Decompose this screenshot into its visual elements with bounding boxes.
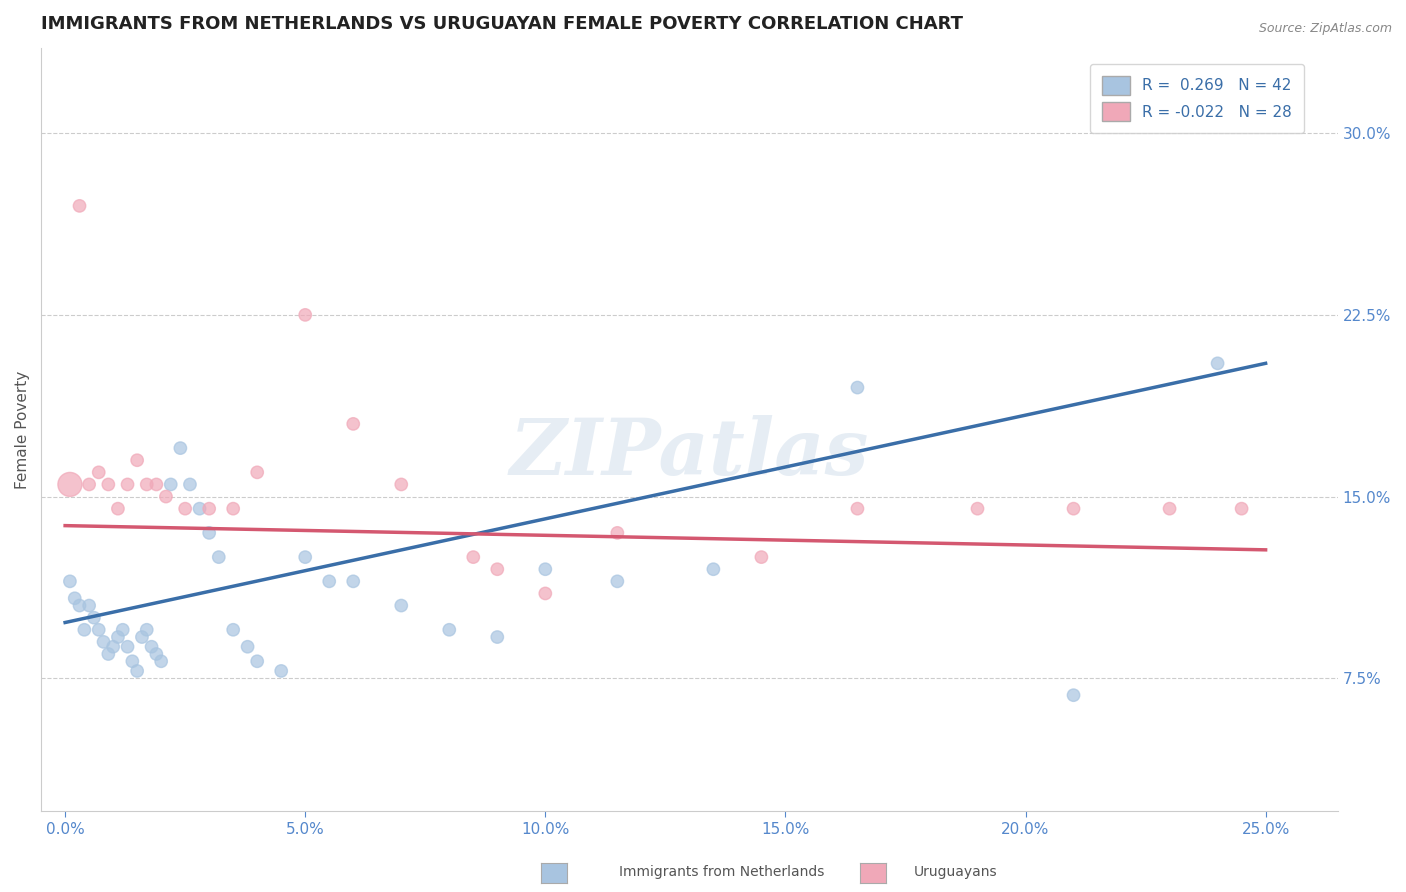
Text: ZIPatlas: ZIPatlas <box>510 415 869 491</box>
Point <box>93 635 115 649</box>
Text: Source: ZipAtlas.com: Source: ZipAtlas.com <box>1258 22 1392 36</box>
Point <box>318 574 340 589</box>
Point <box>87 466 110 480</box>
Point <box>246 466 269 480</box>
Point <box>606 525 628 540</box>
Point <box>188 501 211 516</box>
Point <box>101 640 124 654</box>
Point <box>179 477 201 491</box>
Point <box>208 550 231 565</box>
Point <box>159 477 181 491</box>
Point <box>389 477 412 491</box>
Point <box>97 477 120 491</box>
Point <box>486 630 509 644</box>
Point <box>222 501 245 516</box>
Point <box>294 550 316 565</box>
Point <box>1063 501 1085 516</box>
Point <box>246 654 269 668</box>
Point <box>63 591 86 606</box>
Point <box>169 441 191 455</box>
Point <box>135 623 157 637</box>
Point <box>145 477 167 491</box>
Point <box>83 610 105 624</box>
Point <box>222 623 245 637</box>
Point <box>107 501 129 516</box>
Point <box>702 562 724 576</box>
Point <box>73 623 96 637</box>
Point <box>127 664 149 678</box>
Text: Immigrants from Netherlands: Immigrants from Netherlands <box>619 865 824 880</box>
Point <box>198 501 221 516</box>
Text: Uruguayans: Uruguayans <box>914 865 997 880</box>
Point <box>846 380 869 394</box>
Point <box>77 599 100 613</box>
Point <box>1206 356 1229 370</box>
Point <box>77 477 100 491</box>
Point <box>342 417 364 431</box>
Point <box>606 574 628 589</box>
Point <box>198 525 221 540</box>
Point <box>389 599 412 613</box>
Point <box>966 501 988 516</box>
Point <box>174 501 197 516</box>
Point <box>117 477 139 491</box>
Point <box>117 640 139 654</box>
Point <box>439 623 461 637</box>
Point <box>486 562 509 576</box>
Point <box>69 599 91 613</box>
Point <box>751 550 773 565</box>
Point <box>534 586 557 600</box>
Legend: R =  0.269   N = 42, R = -0.022   N = 28: R = 0.269 N = 42, R = -0.022 N = 28 <box>1090 63 1305 133</box>
Point <box>1159 501 1181 516</box>
Point <box>236 640 259 654</box>
Point <box>135 477 157 491</box>
Point <box>59 574 82 589</box>
Point <box>294 308 316 322</box>
Point <box>127 453 149 467</box>
Point <box>342 574 364 589</box>
Point <box>141 640 163 654</box>
Point <box>150 654 173 668</box>
Point <box>1230 501 1253 516</box>
Text: IMMIGRANTS FROM NETHERLANDS VS URUGUAYAN FEMALE POVERTY CORRELATION CHART: IMMIGRANTS FROM NETHERLANDS VS URUGUAYAN… <box>41 15 963 33</box>
Point <box>59 477 82 491</box>
Point <box>121 654 143 668</box>
Point <box>534 562 557 576</box>
Point <box>97 647 120 661</box>
Point <box>846 501 869 516</box>
Point <box>87 623 110 637</box>
Y-axis label: Female Poverty: Female Poverty <box>15 371 30 489</box>
Point <box>145 647 167 661</box>
Point <box>270 664 292 678</box>
Point <box>107 630 129 644</box>
Point <box>463 550 485 565</box>
Point <box>69 199 91 213</box>
Point <box>1063 688 1085 702</box>
Point <box>131 630 153 644</box>
Point <box>155 490 177 504</box>
Point <box>111 623 134 637</box>
